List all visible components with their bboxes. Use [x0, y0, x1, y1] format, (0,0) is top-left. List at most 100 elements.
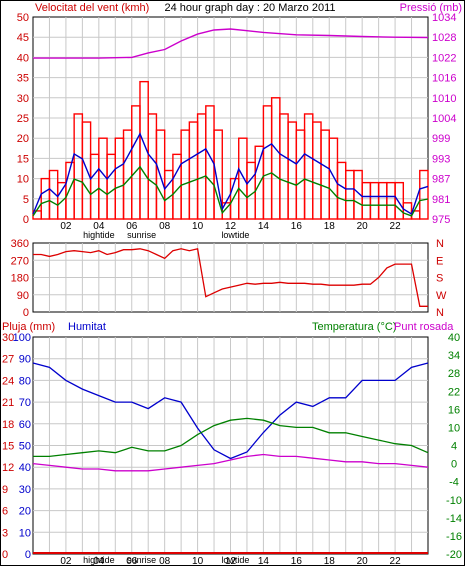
x-tick-label: 18: [324, 221, 336, 232]
x-tick-label: 22: [390, 556, 402, 566]
humidity-axis-tick: 50: [19, 441, 31, 453]
x-tick-label: 14: [258, 221, 270, 232]
wind-axis-tick: 10: [17, 174, 29, 186]
x-tick-label: 08: [159, 556, 171, 566]
humidity-axis-tick: 10: [19, 527, 31, 539]
rain-axis-tick: 30: [2, 332, 14, 344]
temperature-axis-tick: 34: [448, 350, 460, 362]
wind-gust-bar: [213, 129, 223, 220]
wind-gust-bar: [419, 169, 429, 220]
x-event-label: lowtide: [221, 230, 249, 240]
chart-title: 24 hour graph day : 20 Marzo 2011: [164, 2, 335, 14]
compass-axis-tick: S: [436, 273, 443, 285]
humidity-line: [32, 362, 429, 460]
x-tick-label: 02: [60, 221, 72, 232]
temperature-axis-tick: -4: [449, 477, 459, 489]
x-tick-label: 16: [291, 556, 303, 566]
x-tick-label: 22: [390, 221, 402, 232]
humidity-axis-tick: 30: [19, 484, 31, 496]
pressure-axis-tick: 993: [432, 153, 450, 165]
wind-axis-tick: 15: [17, 153, 29, 165]
pressure-axis-tick: 1034: [432, 12, 456, 24]
humidity-axis-tick: 60: [19, 419, 31, 431]
rain-axis-tick: 6: [2, 506, 8, 518]
pressure-axis-tick: 1010: [432, 93, 456, 105]
x-tick-label: 20: [357, 221, 369, 232]
rain-axis-tick: 9: [2, 484, 8, 496]
rain-axis-tick: 21: [2, 397, 14, 409]
x-event-label: hightide: [83, 555, 115, 565]
rain-axis-tick: 24: [2, 375, 14, 387]
wind-axis-tick: 25: [17, 113, 29, 125]
direction-axis-tick: 270: [11, 255, 29, 267]
wind-speed-label: Velocitat del vent (kmh): [35, 2, 149, 14]
wind-axis-tick: 30: [17, 93, 29, 105]
temperature-axis-tick: -16: [446, 531, 462, 543]
x-tick-label: 08: [159, 221, 171, 232]
temperature-label: Temperatura (°C): [312, 321, 396, 333]
pressure-axis-tick: 981: [432, 194, 450, 206]
compass-axis-tick: W: [436, 290, 447, 302]
temperature-axis-tick: 4: [451, 441, 457, 453]
wind-axis-tick: 50: [17, 12, 29, 24]
rain-axis-tick: 27: [2, 354, 14, 366]
x-event-label: hightide: [83, 230, 115, 240]
pressure-axis-tick: 1022: [432, 52, 456, 64]
compass-axis-tick: N: [436, 307, 444, 319]
wind-axis-tick: 0: [23, 214, 29, 226]
rain-axis-tick: 18: [2, 419, 14, 431]
pressure-axis-tick: 987: [432, 174, 450, 186]
x-tick-label: 04: [93, 221, 105, 232]
compass-axis-tick: N: [436, 238, 444, 250]
x-tick-label: 12: [225, 556, 237, 566]
pressure-axis-tick: 999: [432, 133, 450, 145]
pressure-line: [33, 28, 429, 59]
pressure-label: Pressió (mb): [400, 2, 462, 14]
temperature-axis-tick: 40: [448, 332, 460, 344]
dewpoint-label: Punt rosada: [394, 321, 454, 333]
x-tick-label: 20: [357, 556, 369, 566]
rain-label: Pluja (mm): [2, 321, 55, 333]
temperature-axis-tick: 0: [451, 459, 457, 471]
x-tick-label: 14: [258, 556, 270, 566]
pressure-axis-tick: 1028: [432, 32, 456, 44]
rain-axis-tick: 15: [2, 441, 14, 453]
humidity-axis-tick: 0: [25, 549, 31, 561]
direction-axis-tick: 90: [17, 290, 29, 302]
x-tick-label: 16: [291, 221, 303, 232]
temperature-axis-tick: 16: [448, 404, 460, 416]
wind-axis-tick: 5: [23, 194, 29, 206]
humidity-label: Humitat: [68, 321, 106, 333]
pressure-axis-tick: 1016: [432, 73, 456, 85]
temperature-axis-tick: 10: [448, 422, 460, 434]
temperature-axis-tick: 28: [448, 368, 460, 380]
direction-axis-tick: 0: [23, 307, 29, 319]
temperature-axis-tick: -20: [446, 549, 462, 561]
temperature-line: [33, 417, 429, 458]
x-tick-label: 10: [192, 221, 204, 232]
humidity-axis-tick: 70: [19, 397, 31, 409]
x-tick-label: 02: [60, 556, 72, 566]
dewpoint-line: [32, 453, 429, 472]
pressure-axis-tick: 975: [432, 214, 450, 226]
x-tick-label: 04: [93, 556, 105, 566]
humidity-axis-tick: 100: [13, 332, 31, 344]
direction-axis-tick: 360: [11, 238, 29, 250]
wind-axis-tick: 45: [17, 32, 29, 44]
rain-axis-tick: 12: [2, 462, 14, 474]
humidity-axis-tick: 40: [19, 462, 31, 474]
x-tick-label: 12: [225, 221, 237, 232]
pressure-axis-tick: 1004: [432, 113, 456, 125]
x-tick-label: 06: [126, 221, 138, 232]
wind-low-line: [32, 165, 429, 217]
x-event-label: sunrise: [127, 555, 156, 565]
wind-direction-line: [33, 248, 428, 307]
wind-axis-tick: 40: [17, 52, 29, 64]
wind-average-line: [32, 132, 429, 216]
rain-axis-tick: 3: [2, 527, 8, 539]
wind-axis-tick: 20: [17, 133, 29, 145]
x-event-label: lowtide: [221, 555, 249, 565]
humidity-axis-tick: 80: [19, 375, 31, 387]
